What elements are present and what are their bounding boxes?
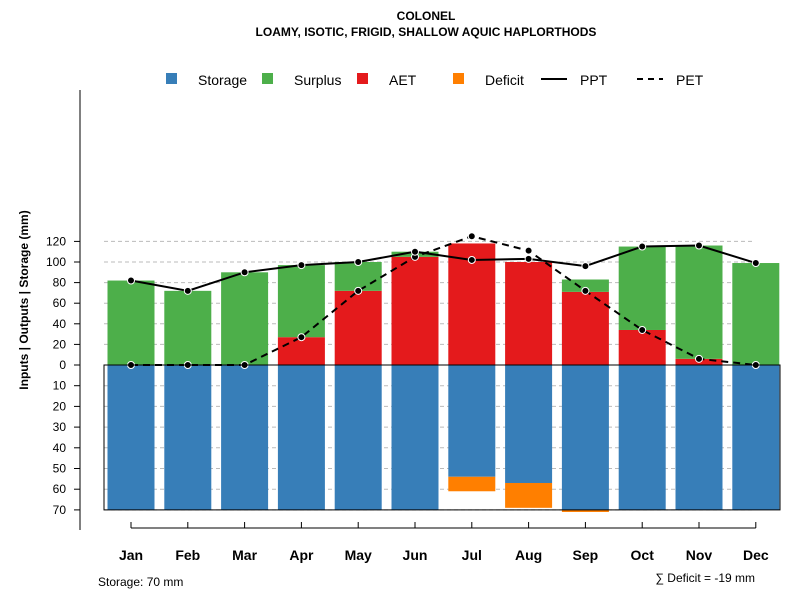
y-tick-label: 20 (53, 399, 67, 413)
ppt-point (297, 261, 306, 270)
x-tick-label: Nov (686, 547, 713, 563)
surplus-bar (732, 263, 780, 365)
storage-bar (448, 365, 496, 477)
ppt-point (638, 242, 647, 251)
surplus-bar (164, 290, 212, 365)
ppt-point (354, 258, 363, 266)
chart-subtitle: LOAMY, ISOTIC, FRIGID, SHALLOW AQUIC HAP… (256, 25, 597, 39)
surplus-bar (277, 265, 325, 338)
legend-pet-label: PET (676, 72, 704, 88)
x-tick-label: Aug (515, 547, 542, 563)
y-tick-label: 60 (53, 296, 67, 310)
x-tick-label: Jun (403, 547, 428, 563)
surplus-bar (107, 280, 155, 365)
ppt-point (751, 259, 760, 268)
storage-bar (107, 365, 155, 510)
storage-bar (505, 365, 553, 483)
storage-bar (561, 365, 609, 510)
axes: 0 20 40 60 80 100 120 10 20 30 40 50 60 70 Jan Feb Mar Ap… (46, 90, 781, 563)
pet-point (695, 354, 703, 363)
deficit-bar (448, 476, 496, 492)
surplus-bar (675, 245, 723, 359)
surplus-bar (221, 272, 269, 365)
legend-deficit-swatch (453, 73, 464, 84)
ppt-point (411, 247, 419, 256)
y-tick-label: 40 (53, 441, 67, 455)
surplus-bar (334, 262, 382, 291)
x-tick-label: Dec (743, 547, 769, 563)
y-tick-label: 20 (53, 337, 67, 351)
aet-bar (505, 262, 553, 365)
legend-aet-label: AET (389, 72, 417, 88)
y-tick-label: 30 (53, 420, 67, 434)
ppt-point (127, 276, 135, 285)
storage-bar (334, 365, 382, 510)
pet-point (581, 286, 590, 295)
x-tick-label: Sep (573, 547, 599, 563)
aet-bar (618, 329, 666, 365)
x-tick-label: Jul (462, 547, 482, 563)
y-tick-label: 80 (53, 276, 67, 290)
y-tick-label: 40 (53, 317, 67, 331)
storage-bar (277, 365, 325, 510)
legend: Storage Surplus AET Deficit PPT PET (166, 72, 704, 88)
x-tick-label: Apr (289, 547, 314, 563)
x-tick-label: May (345, 547, 372, 563)
ppt-point (240, 268, 249, 277)
legend-surplus-label: Surplus (294, 72, 341, 88)
y-axis-label: Inputs | Outputs | Storage (mm) (17, 210, 31, 389)
pet-point (297, 333, 306, 342)
ppt-line (130, 244, 757, 292)
y-tick-label: 50 (53, 462, 67, 476)
y-tick-label: 10 (53, 379, 67, 393)
storage-bar (164, 365, 212, 510)
legend-surplus-swatch (262, 73, 273, 84)
ppt-point (467, 255, 476, 264)
surplus-bar (618, 246, 666, 330)
series-lines (127, 232, 760, 369)
y-tick-label: 100 (46, 255, 66, 269)
pet-point (638, 325, 647, 334)
surplus-bar (561, 279, 609, 292)
x-tick-label: Oct (631, 547, 655, 563)
storage-bar (675, 365, 723, 510)
legend-storage-swatch (166, 73, 177, 84)
y-tick-label: 120 (46, 234, 66, 248)
x-tick-label: Jan (119, 547, 143, 563)
pet-point (354, 286, 363, 295)
storage-bar (618, 365, 666, 510)
pet-point (467, 232, 476, 241)
x-tick-label: Feb (175, 547, 200, 563)
ppt-point (695, 241, 703, 250)
storage-bar (221, 365, 269, 510)
legend-ppt-label: PPT (580, 72, 608, 88)
storage-bar (732, 365, 780, 510)
storage-bar (391, 365, 439, 510)
ppt-point (581, 262, 590, 271)
deficit-footnote: ∑ Deficit = -19 mm (655, 571, 755, 585)
y-tick-label: 60 (53, 482, 67, 496)
y-tick-label: 70 (53, 503, 67, 517)
legend-deficit-label: Deficit (485, 72, 524, 88)
chart-title: COLONEL (397, 9, 456, 23)
aet-bar (277, 337, 325, 365)
storage-footnote: Storage: 70 mm (98, 575, 183, 589)
ppt-point (183, 286, 192, 295)
deficit-bar (505, 482, 553, 508)
deficit-bar (561, 509, 609, 512)
legend-storage-label: Storage (198, 72, 247, 88)
aet-bar (334, 290, 382, 365)
x-tick-label: Mar (232, 547, 257, 563)
y-tick-label: 0 (59, 358, 66, 372)
storage-frame (103, 364, 781, 511)
bars (107, 243, 780, 512)
aet-bar (391, 256, 439, 365)
ppt-point (524, 254, 533, 263)
pet-point (524, 246, 533, 255)
aet-bar (561, 291, 609, 365)
legend-aet-swatch (357, 73, 368, 84)
